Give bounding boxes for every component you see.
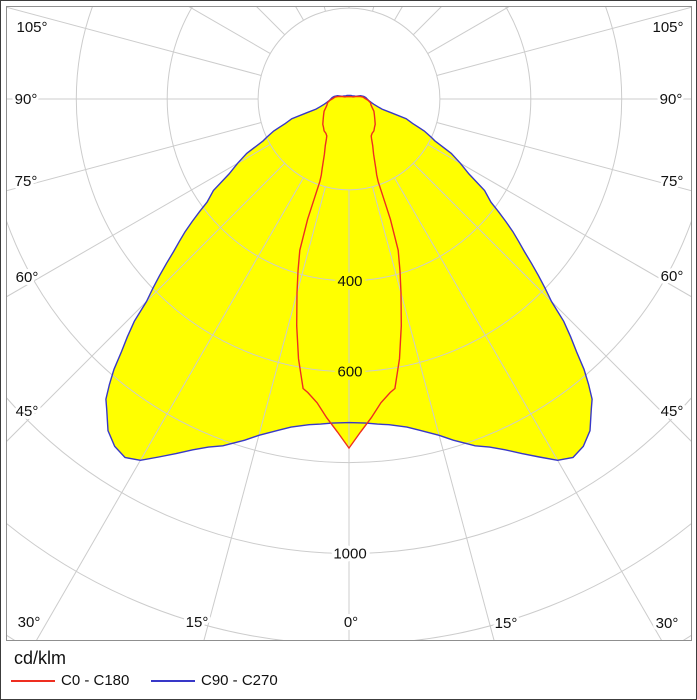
grid-spoke	[394, 6, 403, 21]
grid-spoke	[203, 186, 326, 641]
curve-c90-c270	[105, 94, 593, 462]
radial-tick-label: 400	[337, 273, 362, 290]
angle-tick-label: 60°	[16, 269, 39, 286]
angle-tick-label: 45°	[661, 403, 684, 420]
grid-spoke	[436, 122, 692, 192]
curve-c0-c180	[295, 95, 403, 450]
grid-spoke	[394, 177, 663, 641]
legend-swatch-c0-c180-line	[11, 680, 55, 682]
grid-spoke	[372, 186, 495, 641]
angle-tick-label: 30°	[18, 614, 41, 631]
grid-spoke	[6, 6, 262, 76]
legend-row: C0 - C180 C90 - C270	[1, 671, 696, 691]
legend: cd/klm C0 - C180 C90 - C270	[1, 645, 696, 699]
legend-label-c0-c180: C0 - C180	[61, 672, 130, 689]
angle-tick-label: 60°	[661, 268, 684, 285]
angle-tick-label: 0°	[344, 614, 358, 631]
grid-spoke	[412, 162, 692, 443]
grid-spoke	[35, 177, 304, 641]
legend-label-c90-c270: C90 - C270	[201, 672, 278, 689]
angle-tick-label: 30°	[656, 615, 679, 632]
legend-swatch-c90-c270-line	[151, 680, 195, 682]
angle-tick-label: 105°	[652, 19, 683, 36]
grid-spoke	[427, 144, 692, 298]
grid-spoke	[436, 6, 692, 76]
grid-spoke	[6, 162, 286, 443]
angle-tick-label: 15°	[495, 615, 518, 632]
angle-tick-label: 75°	[661, 173, 684, 190]
grid-spoke	[6, 144, 271, 298]
radial-tick-label: 1000	[333, 546, 366, 563]
grid-spoke	[6, 122, 262, 192]
plot-border	[6, 6, 692, 641]
angle-tick-label: 75°	[15, 173, 38, 190]
radial-tick-label: 600	[337, 364, 362, 381]
polar-photometric-chart: 400 600 1000 105° 90° 75° 60° 45° 30° 15° 0° 15° 30°…	[6, 6, 692, 641]
angle-tick-label: 90°	[15, 91, 38, 108]
grid-spoke	[295, 6, 304, 21]
plot-area: 400 600 1000	[6, 6, 692, 641]
legend-unit-label: cd/klm	[14, 648, 67, 668]
angle-tick-label: 15°	[186, 614, 209, 631]
angle-tick-label: 45°	[16, 403, 39, 420]
angle-tick-label: 90°	[660, 91, 683, 108]
angle-tick-label: 105°	[16, 19, 47, 36]
